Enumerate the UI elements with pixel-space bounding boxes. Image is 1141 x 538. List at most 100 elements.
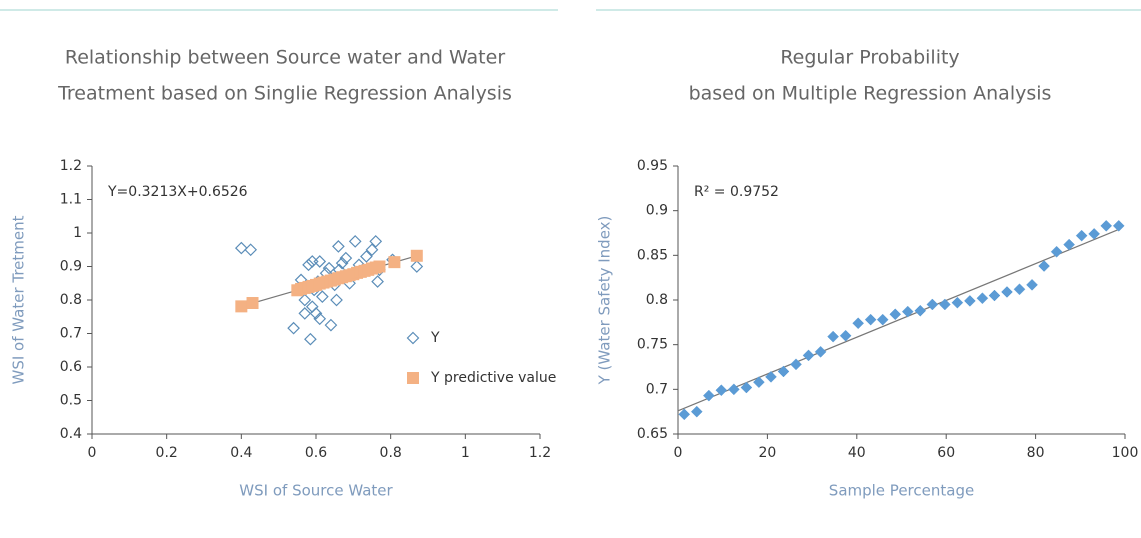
point xyxy=(373,260,386,273)
point xyxy=(988,289,1001,302)
point xyxy=(298,293,312,307)
point xyxy=(852,317,864,330)
point xyxy=(814,345,827,358)
y-tick-label: 0.9 xyxy=(60,259,82,275)
point xyxy=(889,308,902,321)
point xyxy=(1088,228,1101,240)
legend-label: Y xyxy=(430,330,440,346)
point xyxy=(410,260,424,273)
x-tick-label: 60 xyxy=(937,445,955,461)
x-tick-label: 0.2 xyxy=(156,445,178,461)
point xyxy=(304,332,317,346)
point xyxy=(410,249,423,262)
x-tick-label: 1 xyxy=(461,445,470,461)
point xyxy=(244,243,258,257)
point xyxy=(339,251,353,265)
point xyxy=(740,381,753,394)
y-axis-title: WSI of Water Tretment xyxy=(10,215,28,384)
point xyxy=(1038,260,1050,272)
point xyxy=(302,258,315,272)
point xyxy=(827,330,839,343)
point xyxy=(790,358,802,371)
y-tick-label: 1.2 xyxy=(60,158,82,174)
point xyxy=(964,295,976,307)
y-tick-label: 0.8 xyxy=(646,292,668,308)
annotation: Y=0.3213X+0.6526 xyxy=(107,184,248,200)
point xyxy=(330,293,343,307)
point xyxy=(715,384,728,397)
point xyxy=(802,349,815,362)
y-tick-label: 0.85 xyxy=(637,247,668,263)
point xyxy=(348,235,362,248)
point xyxy=(324,318,338,332)
point xyxy=(369,235,383,248)
point xyxy=(335,256,349,270)
x-tick-label: 1.2 xyxy=(529,445,551,461)
point xyxy=(305,300,319,314)
point xyxy=(365,243,379,257)
point xyxy=(765,370,777,383)
x-axis-title: Sample Percentage xyxy=(829,482,974,500)
legend-swatch xyxy=(406,331,420,345)
x-tick-label: 100 xyxy=(1112,445,1139,461)
point xyxy=(901,305,914,318)
x-tick-label: 0.4 xyxy=(230,445,252,461)
chart-title: Regular Probability xyxy=(780,47,959,69)
point xyxy=(951,296,964,309)
point xyxy=(678,408,691,421)
point xyxy=(371,275,384,288)
y-tick-label: 0.8 xyxy=(60,292,82,308)
point xyxy=(298,307,312,320)
point xyxy=(1075,229,1088,242)
point xyxy=(309,307,323,320)
point xyxy=(315,290,329,303)
point xyxy=(360,250,373,263)
point xyxy=(332,240,345,253)
y-tick-label: 0.4 xyxy=(60,426,82,442)
point xyxy=(1063,238,1075,251)
point xyxy=(1050,245,1063,258)
point xyxy=(234,241,248,255)
x-tick-label: 20 xyxy=(758,445,776,461)
y-tick-label: 0.65 xyxy=(637,426,668,442)
x-tick-label: 0 xyxy=(88,445,97,461)
point xyxy=(753,376,765,389)
legend-swatch xyxy=(407,372,419,384)
x-tick-label: 80 xyxy=(1027,445,1045,461)
point xyxy=(1112,219,1125,232)
point xyxy=(926,298,939,311)
point xyxy=(305,255,319,268)
point xyxy=(976,292,989,305)
point xyxy=(690,405,703,418)
legend-label: Y predictive value xyxy=(430,370,556,386)
y-tick-label: 0.75 xyxy=(637,337,668,353)
chart-title: Treatment based on Singlie Regression An… xyxy=(57,83,512,105)
y-tick-label: 0.95 xyxy=(637,158,668,174)
point xyxy=(313,312,327,326)
point xyxy=(728,383,740,396)
y-tick-label: 1.1 xyxy=(60,192,82,208)
point xyxy=(388,256,401,269)
y-tick-label: 0.7 xyxy=(646,381,668,397)
chart-title: Relationship between Source water and Wa… xyxy=(65,47,505,69)
point xyxy=(914,304,927,317)
point xyxy=(1026,278,1038,291)
annotation: R² = 0.9752 xyxy=(694,184,779,200)
point xyxy=(1100,219,1113,232)
y-tick-label: 0.6 xyxy=(60,359,82,375)
point xyxy=(839,329,852,342)
x-axis-title: WSI of Source Water xyxy=(239,482,393,500)
trendline xyxy=(677,228,1119,412)
point xyxy=(313,255,327,268)
point xyxy=(864,313,877,326)
point xyxy=(939,298,951,311)
point xyxy=(287,321,300,335)
y-tick-label: 0.9 xyxy=(646,203,668,219)
point xyxy=(777,365,790,378)
point xyxy=(1013,283,1026,296)
y-axis-title: Y (Water Safety Index) xyxy=(596,216,614,386)
point xyxy=(1001,286,1013,298)
x-tick-label: 0 xyxy=(674,445,683,461)
x-tick-label: 0.6 xyxy=(305,445,327,461)
